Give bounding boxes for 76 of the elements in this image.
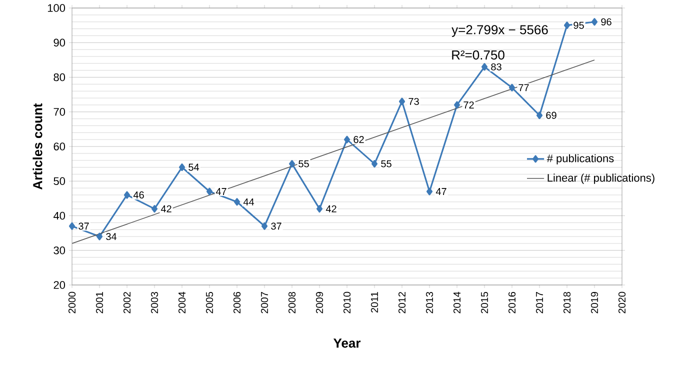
data-label: 46 xyxy=(133,191,144,199)
data-label: 44 xyxy=(243,198,254,206)
x-tick-label: 2010 xyxy=(343,292,351,314)
point xyxy=(591,18,598,26)
data-label: 72 xyxy=(464,101,474,108)
x-tick-label: 2017 xyxy=(536,292,544,314)
data-label: 34 xyxy=(106,232,117,240)
y-tick-label: 100 xyxy=(48,4,66,12)
x-tick-label: 2013 xyxy=(426,292,434,314)
point xyxy=(454,101,460,109)
point xyxy=(206,188,213,196)
data-label: 95 xyxy=(574,22,584,29)
data-label: 62 xyxy=(354,136,364,144)
data-label: 42 xyxy=(326,205,336,212)
point xyxy=(371,160,378,168)
y-tick-label: 40 xyxy=(54,212,66,220)
legend-label: # publications xyxy=(546,154,614,164)
x-tick-label: 2019 xyxy=(590,292,598,314)
data-label: 77 xyxy=(518,84,529,92)
x-tick-label: 2011 xyxy=(370,292,378,313)
data-label: 83 xyxy=(491,63,502,70)
point xyxy=(481,63,488,71)
data-label: 69 xyxy=(546,112,556,119)
x-tick-label: 2001 xyxy=(96,292,104,314)
x-tick-label: 2020 xyxy=(618,292,626,314)
x-tick-label: 2009 xyxy=(316,292,324,314)
data-label: 37 xyxy=(78,222,89,230)
point xyxy=(234,198,240,206)
x-tick-label: 2003 xyxy=(150,292,158,314)
x-tick-label: 2008 xyxy=(288,292,296,314)
point xyxy=(288,160,296,168)
x-axis-title: Year xyxy=(333,338,361,348)
x-tick-label: 2004 xyxy=(178,292,186,314)
x-tick-label: 2005 xyxy=(206,292,214,314)
point xyxy=(261,222,268,230)
y-tick-label: 90 xyxy=(54,38,66,47)
point xyxy=(68,222,76,230)
data-label: 96 xyxy=(601,18,612,26)
y-tick-label: 60 xyxy=(54,142,66,150)
y-tick-label: 50 xyxy=(54,177,66,186)
x-tick-label: 2007 xyxy=(260,292,268,314)
point xyxy=(564,22,570,30)
data-label: 73 xyxy=(408,98,419,106)
data-label: 37 xyxy=(271,222,282,230)
point xyxy=(151,205,158,213)
data-label: 55 xyxy=(381,160,392,168)
x-tick-label: 2018 xyxy=(563,292,571,314)
point xyxy=(536,112,543,120)
y-tick-label: 80 xyxy=(54,73,66,82)
point xyxy=(398,98,406,106)
y-tick-label: 20 xyxy=(54,281,66,289)
annotation: R²=0.750 xyxy=(452,50,504,60)
point xyxy=(316,205,323,213)
data-label: 47 xyxy=(216,188,226,195)
y-tick-label: 70 xyxy=(54,108,66,116)
point xyxy=(96,232,103,240)
data-label: 47 xyxy=(436,188,446,195)
point xyxy=(426,188,433,196)
x-tick-label: 2014 xyxy=(453,292,461,314)
x-tick-label: 2015 xyxy=(480,292,488,314)
x-tick-label: 2012 xyxy=(398,292,406,314)
point xyxy=(124,191,130,199)
x-tick-label: 2000 xyxy=(68,292,76,314)
legend-label: Linear (# publications) xyxy=(548,174,654,184)
data-label: 55 xyxy=(298,160,309,168)
point xyxy=(508,84,516,92)
data-label: 42 xyxy=(160,205,172,212)
point xyxy=(178,163,186,172)
x-tick-label: 2016 xyxy=(508,292,516,314)
x-tick-label: 2006 xyxy=(233,292,241,314)
point xyxy=(344,136,350,144)
annotation: y=2.799x − 5566 xyxy=(452,25,548,37)
x-tick-label: 2002 xyxy=(123,292,131,314)
y-axis-title: Articles count xyxy=(32,103,42,190)
data-label: 54 xyxy=(188,164,200,171)
y-tick-label: 30 xyxy=(54,246,66,254)
